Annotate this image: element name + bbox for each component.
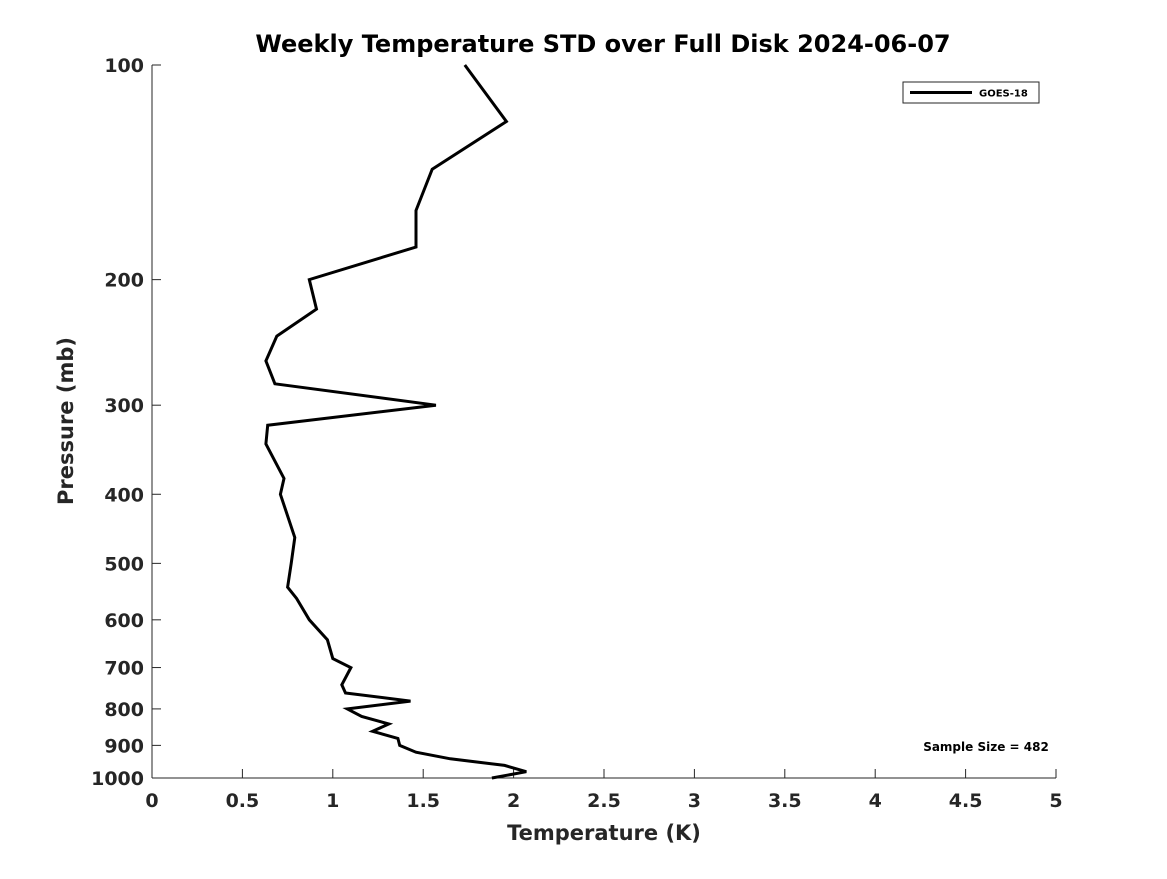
sample-size-annotation: Sample Size = 482 (923, 740, 1049, 754)
x-tick-label: 5 (1049, 790, 1062, 812)
y-tick-label: 700 (104, 658, 144, 680)
x-axis-label: Temperature (K) (507, 821, 701, 845)
y-tick-label: 1000 (91, 768, 144, 790)
x-tick-label: 3.5 (768, 790, 802, 812)
y-tick-label: 300 (104, 395, 144, 417)
x-tick-label: 1.5 (406, 790, 440, 812)
x-tick-label: 1 (326, 790, 339, 812)
y-tick-label: 200 (104, 270, 144, 292)
y-tick-label: 900 (104, 735, 144, 757)
legend: GOES-18 (902, 81, 1040, 104)
y-tick-label: 600 (104, 610, 144, 632)
x-tick-label: 0 (145, 790, 158, 812)
x-tick-label: 3 (688, 790, 701, 812)
y-tick-label: 800 (104, 699, 144, 721)
x-tick-label: 4 (869, 790, 882, 812)
series-line-goes-18 (264, 64, 527, 780)
y-axis-label: Pressure (mb) (54, 337, 78, 505)
x-tick-label: 2.5 (587, 790, 621, 812)
series-layer (264, 64, 527, 780)
x-tick-label: 0.5 (226, 790, 260, 812)
x-tick-label: 2 (507, 790, 520, 812)
legend-label-goes-18: GOES-18 (979, 89, 1028, 100)
axes: 0 0.5 1 1.5 2 2.5 3 3.5 4 4.5 5 100 200 300 400 500 600 7… (91, 55, 1063, 812)
y-tick-label: 100 (104, 55, 144, 77)
x-tick-label: 4.5 (949, 790, 983, 812)
y-tick-label: 500 (104, 553, 144, 575)
chart-title: Weekly Temperature STD over Full Disk 20… (255, 30, 950, 58)
y-tick-label: 400 (104, 484, 144, 506)
